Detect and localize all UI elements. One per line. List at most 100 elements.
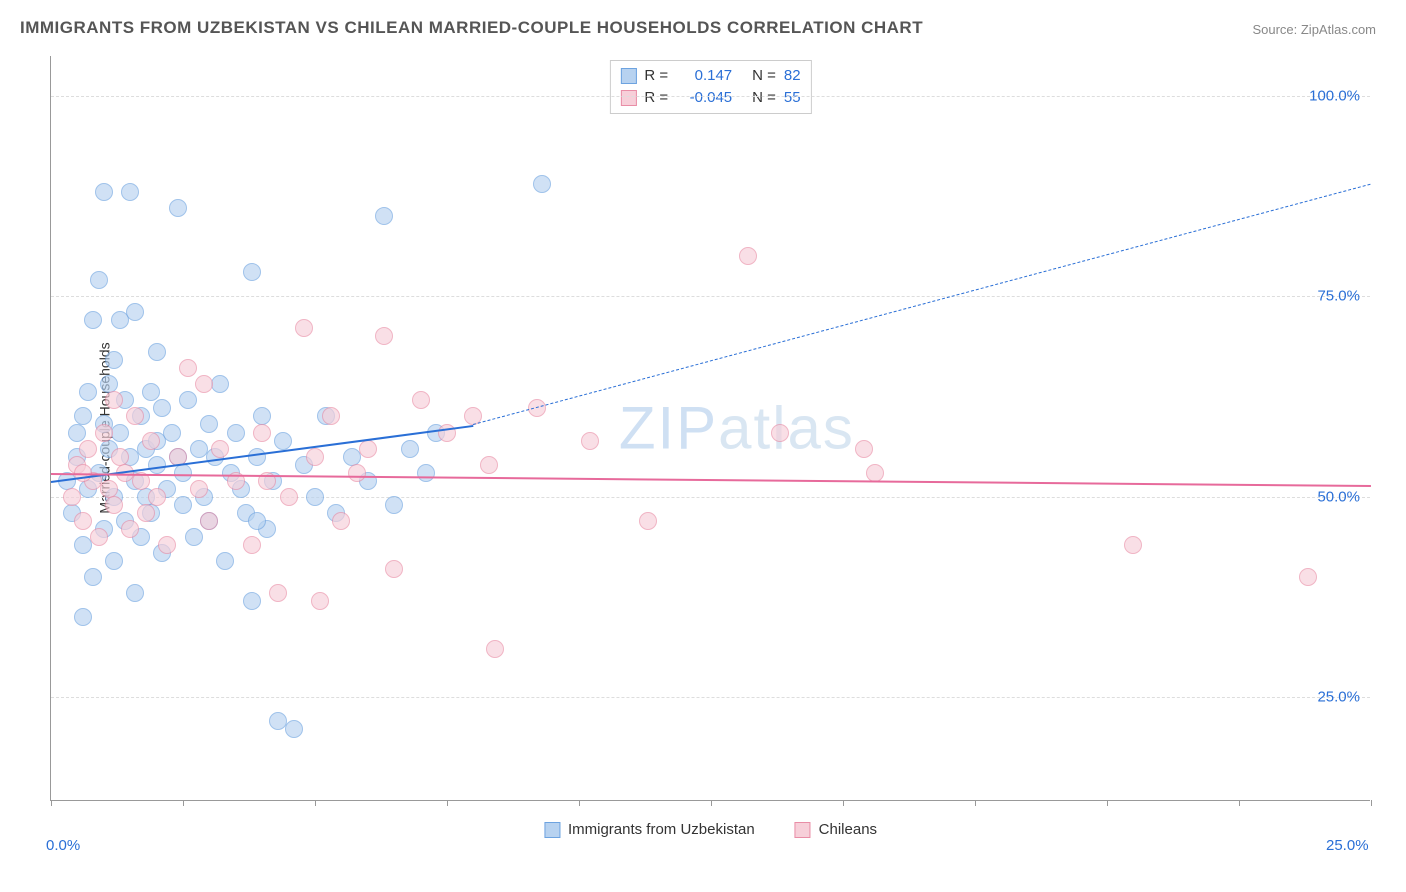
x-tick — [1371, 800, 1372, 806]
legend-n-label: N = — [752, 87, 776, 109]
scatter-point — [137, 504, 155, 522]
scatter-point — [74, 407, 92, 425]
x-tick — [183, 800, 184, 806]
scatter-point — [90, 528, 108, 546]
scatter-point — [243, 592, 261, 610]
scatter-point — [126, 303, 144, 321]
scatter-point — [211, 375, 229, 393]
scatter-point — [105, 351, 123, 369]
scatter-point — [95, 183, 113, 201]
scatter-point — [105, 496, 123, 514]
scatter-point — [179, 359, 197, 377]
legend-r-value: -0.045 — [676, 87, 732, 109]
scatter-point — [385, 560, 403, 578]
scatter-point — [385, 496, 403, 514]
scatter-point — [158, 536, 176, 554]
legend-n-value: 82 — [784, 65, 801, 87]
scatter-point — [332, 512, 350, 530]
scatter-point — [185, 528, 203, 546]
scatter-point — [359, 440, 377, 458]
scatter-point — [90, 271, 108, 289]
scatter-point — [375, 207, 393, 225]
scatter-point — [74, 608, 92, 626]
watermark: ZIPatlas — [619, 394, 855, 463]
scatter-point — [581, 432, 599, 450]
scatter-point — [348, 464, 366, 482]
scatter-point — [63, 488, 81, 506]
source-label: Source: ZipAtlas.com — [1252, 22, 1376, 37]
scatter-point — [126, 407, 144, 425]
scatter-point — [639, 512, 657, 530]
plot-area: Married-couple Households ZIPatlas R =0.… — [50, 56, 1370, 801]
legend-r-label: R = — [644, 65, 668, 87]
scatter-point — [412, 391, 430, 409]
scatter-point — [533, 175, 551, 193]
legend-swatch — [544, 822, 560, 838]
x-tick — [843, 800, 844, 806]
scatter-point — [417, 464, 435, 482]
legend-n-value: 55 — [784, 87, 801, 109]
scatter-point — [216, 552, 234, 570]
x-tick — [447, 800, 448, 806]
scatter-point — [68, 424, 86, 442]
scatter-point — [739, 247, 757, 265]
scatter-point — [1124, 536, 1142, 554]
legend-r-value: 0.147 — [676, 65, 732, 87]
scatter-point — [438, 424, 456, 442]
scatter-point — [243, 536, 261, 554]
gridline — [51, 497, 1370, 498]
scatter-point — [84, 568, 102, 586]
legend-n-label: N = — [752, 65, 776, 87]
scatter-point — [169, 199, 187, 217]
scatter-point — [306, 488, 324, 506]
scatter-point — [79, 383, 97, 401]
x-tick-label: 25.0% — [1326, 837, 1369, 854]
y-tick-label: 25.0% — [1317, 688, 1360, 705]
x-tick — [975, 800, 976, 806]
scatter-point — [121, 183, 139, 201]
series-legend: Immigrants from Uzbekistan Chileans — [544, 821, 877, 838]
scatter-point — [105, 552, 123, 570]
scatter-point — [306, 448, 324, 466]
scatter-point — [285, 720, 303, 738]
scatter-point — [274, 432, 292, 450]
scatter-point — [190, 480, 208, 498]
scatter-point — [211, 440, 229, 458]
gridline — [51, 296, 1370, 297]
trendline — [473, 184, 1371, 425]
legend-row: R = 0.147 N = 82 — [620, 65, 800, 87]
scatter-point — [148, 343, 166, 361]
legend-label: Chileans — [819, 821, 877, 838]
legend-r-label: R = — [644, 87, 668, 109]
scatter-point — [148, 456, 166, 474]
scatter-point — [486, 640, 504, 658]
scatter-point — [153, 399, 171, 417]
scatter-point — [95, 424, 113, 442]
scatter-point — [295, 319, 313, 337]
scatter-point — [174, 496, 192, 514]
scatter-point — [269, 584, 287, 602]
scatter-point — [195, 375, 213, 393]
x-tick — [315, 800, 316, 806]
scatter-point — [248, 448, 266, 466]
scatter-point — [105, 391, 123, 409]
scatter-point — [74, 512, 92, 530]
legend-item: Chileans — [795, 821, 877, 838]
gridline — [51, 96, 1370, 97]
x-tick — [1107, 800, 1108, 806]
scatter-point — [1299, 568, 1317, 586]
scatter-point — [401, 440, 419, 458]
scatter-point — [248, 512, 266, 530]
legend-item: Immigrants from Uzbekistan — [544, 821, 755, 838]
scatter-point — [375, 327, 393, 345]
gridline — [51, 697, 1370, 698]
scatter-point — [142, 383, 160, 401]
chart-title: IMMIGRANTS FROM UZBEKISTAN VS CHILEAN MA… — [20, 18, 923, 38]
scatter-point — [243, 263, 261, 281]
scatter-point — [163, 424, 181, 442]
scatter-point — [200, 415, 218, 433]
x-tick — [1239, 800, 1240, 806]
scatter-point — [84, 311, 102, 329]
legend-swatch — [620, 68, 636, 84]
x-tick — [579, 800, 580, 806]
